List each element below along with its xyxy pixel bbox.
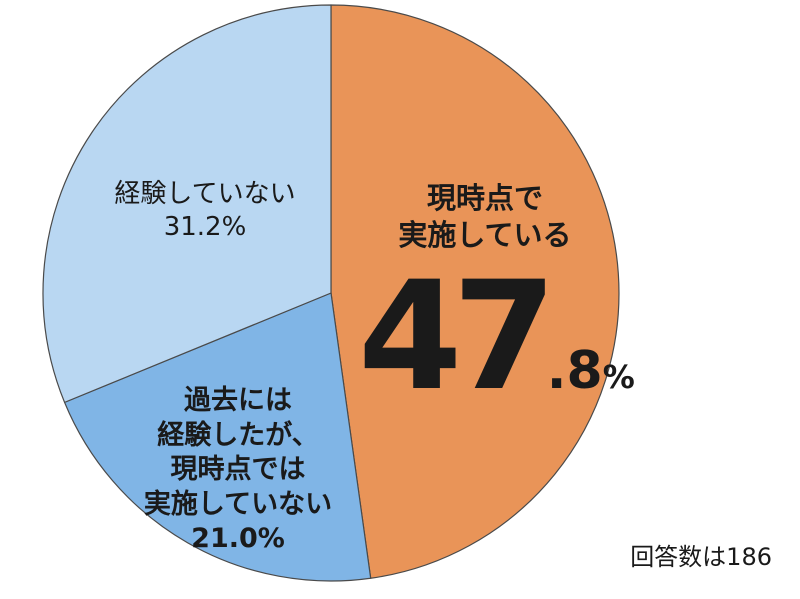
pie-slice-past	[63, 292, 372, 582]
label-not-experienced-value: 31.2%	[163, 212, 247, 243]
label-past-value: 21.0%	[191, 523, 285, 555]
label-not-experienced: 経験していない 31.2%	[95, 178, 315, 245]
current-percent-sign: %	[602, 358, 635, 396]
label-currently-implementing: 現時点で 実施している	[360, 180, 610, 254]
label-current-line-2: 実施している	[398, 218, 572, 253]
current-percent-value: 47.8%	[358, 262, 635, 412]
label-past-line-3: 現時点では	[170, 454, 306, 486]
label-current-line-1: 現時点で	[426, 181, 543, 215]
label-not-experienced-line-1: 経験していない	[114, 179, 296, 209]
label-past-line-1: 過去には	[184, 385, 292, 416]
label-past-experienced: 過去には 経験したが、 現時点では 実施していない 21.0%	[118, 384, 358, 557]
current-percent-integer: 47	[358, 250, 557, 424]
label-past-line-2: 経験したが、	[157, 419, 319, 451]
respondent-count-note: 回答数は186	[630, 543, 772, 571]
pie-slice-not-experienced	[42, 4, 332, 403]
label-past-line-4: 実施していない	[143, 488, 333, 520]
pie-slice-current	[330, 4, 620, 579]
current-percent-decimal: .8	[546, 341, 603, 401]
